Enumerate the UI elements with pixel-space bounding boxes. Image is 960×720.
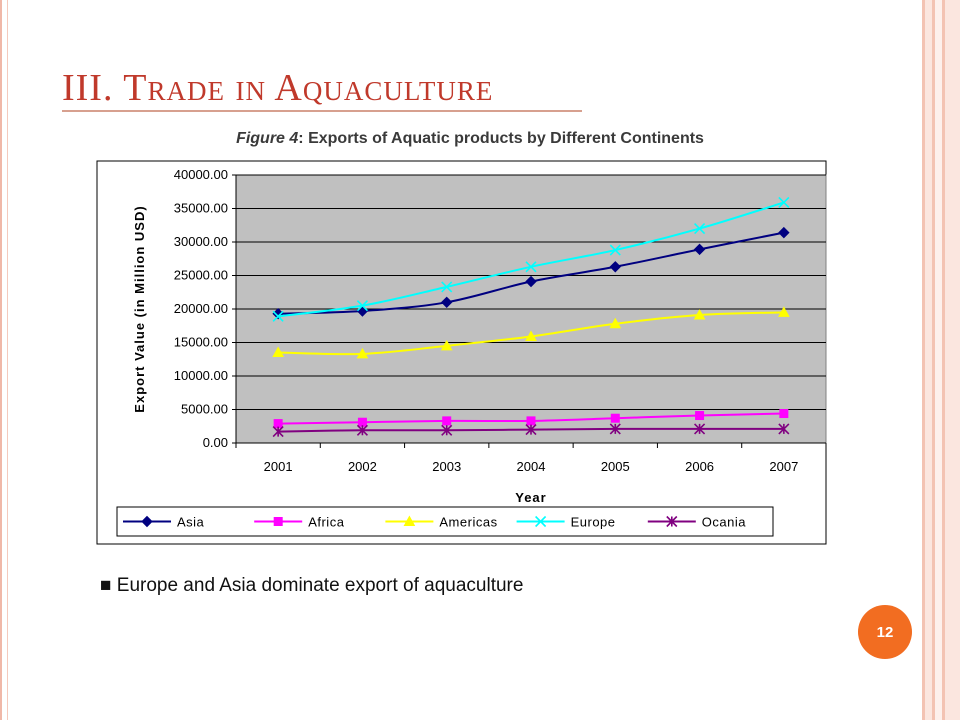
legend-label-europe: Europe <box>571 515 616 530</box>
data-point-europe <box>441 281 453 293</box>
data-point-africa <box>357 417 367 427</box>
bullet-point: ■ Europe and Asia dominate export of aqu… <box>100 575 523 597</box>
legend-marker-americas <box>403 515 416 526</box>
figure-label: Figure 4 <box>236 130 299 147</box>
data-point-ocania <box>525 424 537 436</box>
data-point-africa <box>273 419 283 429</box>
y-tick-label: 5000.00 <box>181 402 228 417</box>
data-point-americas <box>778 306 790 317</box>
legend-marker-ocania <box>666 515 678 528</box>
y-tick-label: 10000.00 <box>174 368 228 383</box>
slide-right-border <box>918 0 960 720</box>
data-point-asia <box>441 296 453 309</box>
y-tick-label: 20000.00 <box>174 301 228 316</box>
slide-title: III. Trade in Aquaculture <box>62 67 494 109</box>
data-point-asia <box>778 226 790 239</box>
title-underline <box>62 110 582 112</box>
legend-label-africa: Africa <box>308 515 345 530</box>
x-tick-label: 2003 <box>432 459 461 474</box>
data-point-africa <box>779 409 789 419</box>
y-tick-label: 40000.00 <box>174 167 228 182</box>
data-point-ocania <box>609 423 621 435</box>
legend-label-asia: Asia <box>177 515 205 530</box>
figure-caption-text: : Exports of Aquatic products by Differe… <box>298 130 704 147</box>
page-number: 12 <box>876 623 894 641</box>
y-axis-title: Export Value (in Million USD) <box>132 205 147 412</box>
x-tick-label: 2001 <box>264 459 293 474</box>
data-point-europe <box>272 310 284 322</box>
x-tick-label: 2007 <box>769 459 798 474</box>
data-point-ocania <box>356 424 368 436</box>
slide-left-border <box>0 0 8 720</box>
y-tick-label: 25000.00 <box>174 268 228 283</box>
page-number-badge: 12 <box>858 605 912 659</box>
data-point-africa <box>442 416 452 426</box>
data-point-ocania <box>778 423 790 435</box>
data-point-europe <box>694 223 706 235</box>
data-point-africa <box>526 416 536 426</box>
x-tick-label: 2006 <box>685 459 714 474</box>
series-americas <box>272 306 790 359</box>
legend-label-ocania: Ocania <box>702 515 746 530</box>
x-tick-label: 2002 <box>348 459 377 474</box>
bullet-text: Europe and Asia dominate export of aquac… <box>116 575 524 596</box>
y-tick-label: 0.00 <box>203 435 228 450</box>
data-point-americas <box>693 309 706 320</box>
data-point-americas <box>356 347 369 359</box>
legend-marker-africa <box>273 517 283 526</box>
y-tick-label: 35000.00 <box>174 201 228 216</box>
data-point-americas <box>609 317 622 329</box>
data-point-europe <box>356 300 368 312</box>
series-ocania <box>272 423 790 438</box>
data-point-asia <box>693 243 706 256</box>
y-tick-label: 30000.00 <box>174 234 228 249</box>
bullet-marker: ■ <box>100 575 112 596</box>
data-point-ocania <box>694 423 706 435</box>
series-africa <box>273 409 789 429</box>
data-point-ocania <box>272 426 284 438</box>
data-point-africa <box>610 413 620 423</box>
data-point-ocania <box>441 424 453 436</box>
data-point-asia <box>609 261 621 273</box>
data-point-europe <box>525 261 537 273</box>
x-axis-title: Year <box>515 490 546 505</box>
figure-caption: Figure 4: Exports of Aquatic products by… <box>100 130 840 148</box>
data-point-europe <box>609 244 621 256</box>
data-point-asia <box>525 275 537 288</box>
legend-marker-europe <box>535 515 547 528</box>
series-europe <box>272 196 790 322</box>
legend-marker-asia <box>141 515 153 528</box>
data-point-africa <box>695 411 705 421</box>
x-tick-label: 2005 <box>601 459 630 474</box>
legend-label-americas: Americas <box>439 515 497 530</box>
data-point-americas <box>525 330 537 341</box>
y-tick-label: 15000.00 <box>174 335 228 350</box>
x-tick-label: 2004 <box>517 459 546 474</box>
data-point-europe <box>778 196 790 209</box>
data-point-americas <box>440 339 453 351</box>
data-point-americas <box>272 346 284 358</box>
